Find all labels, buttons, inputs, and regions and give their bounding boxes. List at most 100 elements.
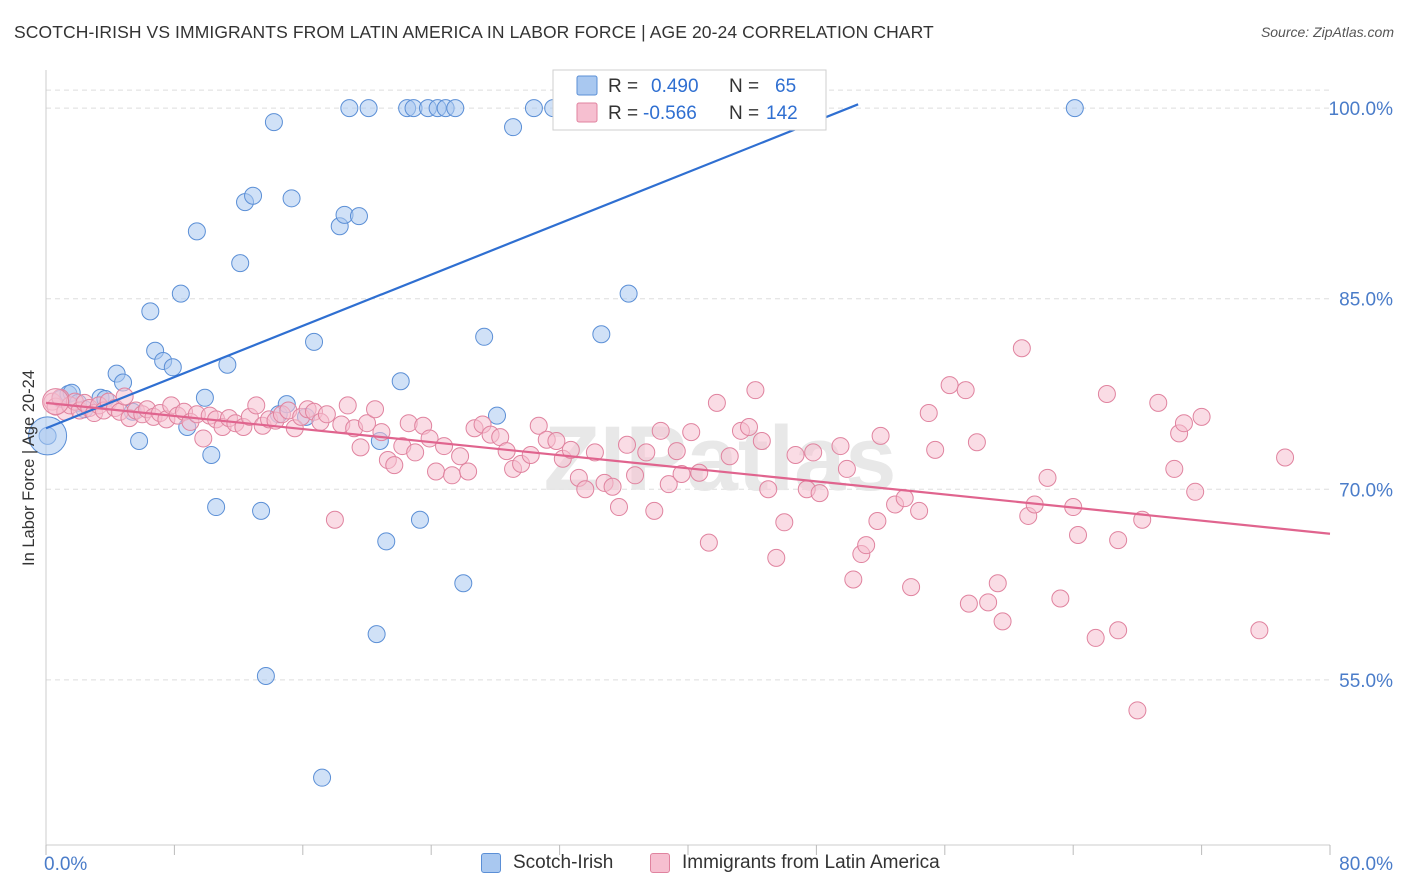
scotch-irish-point-43 — [391, 372, 410, 391]
y-tick-label-0: 55.0% — [1339, 671, 1393, 692]
latin-america-point-110 — [810, 484, 829, 503]
scotch-irish-point-46 — [410, 510, 429, 529]
legend-item-latin-america: Immigrants from Latin America — [650, 852, 940, 874]
legend-swatch-blue — [576, 75, 598, 96]
latin-america-point-66 — [451, 447, 470, 466]
latin-america-point-148 — [1186, 482, 1205, 501]
scotch-irish-point-39 — [359, 99, 378, 118]
latin-america-point-78 — [547, 431, 566, 450]
latin-america-point-105 — [767, 548, 786, 567]
latin-america-point-124 — [940, 376, 959, 395]
latin-america-point-135 — [1051, 589, 1070, 608]
scotch-irish-point-51 — [454, 574, 473, 593]
trendlines — [45, 103, 1331, 535]
latin-america-point-109 — [804, 443, 823, 462]
scotch-irish-point-15 — [163, 358, 182, 377]
latin-america-point-92 — [659, 475, 678, 494]
x-tick-label-0: 0.0% — [44, 854, 87, 875]
latin-america-large-point — [42, 388, 70, 416]
latin-america-point-95 — [682, 423, 701, 442]
scotch-irish-large-point — [28, 416, 68, 456]
series-scotch-irish — [28, 99, 1084, 787]
latin-america-point-147 — [1174, 414, 1193, 433]
latin-america-point-137 — [1069, 526, 1088, 544]
latin-america-point-138 — [1086, 628, 1105, 647]
scotch-irish-point-33 — [305, 332, 324, 351]
latin-america-point-87 — [618, 435, 637, 454]
scotch-irish-point-64 — [1065, 99, 1084, 118]
latin-america-point-96 — [690, 463, 709, 482]
scotch-irish-point-19 — [195, 388, 214, 407]
latin-america-point-47 — [317, 405, 336, 424]
scotch-irish-point-31 — [282, 189, 301, 208]
scotch-irish-point-26 — [252, 501, 271, 520]
latin-america-point-149 — [1192, 407, 1211, 426]
latin-america-point-139 — [1097, 384, 1116, 403]
latin-america-point-97 — [699, 533, 718, 552]
stats-legend: R = 0.490 N = 65 R = -0.566 N = 142 — [552, 69, 827, 131]
latin-america-point-144 — [1149, 393, 1168, 412]
scotch-irish-point-38 — [349, 207, 368, 226]
latin-america-point-142 — [1128, 701, 1147, 720]
latin-america-point-125 — [956, 381, 975, 400]
scotch-irish-point-12 — [141, 302, 160, 321]
legend-label-latin-america: Immigrants from Latin America — [682, 852, 940, 873]
latin-america-point-129 — [988, 574, 1007, 593]
latin-america-point-54 — [366, 400, 385, 419]
latin-america-point-50 — [338, 396, 357, 415]
latin-america-point-65 — [443, 466, 462, 485]
latin-america-point-76 — [529, 416, 548, 435]
latin-america-point-123 — [926, 440, 945, 459]
latin-america-point-112 — [837, 459, 856, 478]
latin-america-point-121 — [910, 501, 929, 520]
axes — [45, 70, 1331, 855]
legend-n-value-0: 65 — [775, 76, 796, 97]
latin-america-point-94 — [672, 465, 691, 484]
legend-swatch-latin-america — [650, 853, 670, 873]
latin-america-point-86 — [609, 498, 628, 517]
x-tick-labels: 0.0% 80.0% — [44, 854, 1393, 875]
latin-america-point-104 — [759, 480, 778, 499]
latin-america-point-82 — [576, 480, 595, 499]
bottom-legend: Scotch-Irish Immigrants from Latin Ameri… — [0, 852, 1406, 878]
legend-r-label-1: R = — [608, 103, 638, 124]
latin-america-point-101 — [739, 418, 758, 437]
scotch-irish-point-21 — [207, 498, 226, 517]
latin-america-point-128 — [979, 593, 998, 612]
latin-america-point-88 — [626, 466, 645, 485]
series-latin-america — [42, 339, 1295, 720]
x-tick-label-1: 80.0% — [1339, 854, 1393, 875]
legend-n-label-0: N = — [729, 76, 759, 97]
legend-swatch-pink — [576, 102, 598, 123]
latin-america-point-52 — [351, 438, 370, 457]
scotch-irish-point-42 — [377, 532, 396, 551]
scotch-irish-point-23 — [231, 254, 250, 273]
legend-r-label-0: R = — [608, 76, 638, 97]
scotch-irish-point-58 — [592, 325, 611, 344]
scotch-irish-point-16 — [171, 284, 190, 303]
y-tick-label-1: 70.0% — [1339, 480, 1393, 501]
latin-america-point-131 — [1012, 339, 1031, 358]
scotch-irish-point-28 — [264, 113, 283, 132]
legend-r-value-0: 0.490 — [651, 76, 699, 97]
latin-america-point-116 — [868, 512, 887, 531]
scotch-irish-point-37 — [340, 99, 359, 118]
trendline-latin-america — [45, 401, 1331, 535]
latin-america-point-115 — [857, 536, 876, 555]
latin-america-point-36 — [247, 396, 266, 415]
scotch-irish-point-59 — [619, 284, 638, 303]
latin-america-point-90 — [645, 501, 664, 520]
latin-america-point-85 — [603, 477, 622, 496]
latin-america-point-145 — [1165, 459, 1184, 478]
latin-america-point-122 — [919, 404, 938, 423]
latin-america-point-119 — [895, 489, 914, 508]
scotch-irish-point-55 — [524, 99, 543, 118]
latin-america-point-67 — [459, 462, 478, 481]
scotch-irish-point-40 — [367, 625, 386, 644]
scotch-irish-point-50 — [446, 99, 465, 118]
latin-america-point-75 — [521, 445, 540, 464]
scotch-irish-point-54 — [504, 118, 523, 137]
latin-america-point-127 — [967, 433, 986, 452]
latin-america-point-103 — [752, 431, 771, 450]
